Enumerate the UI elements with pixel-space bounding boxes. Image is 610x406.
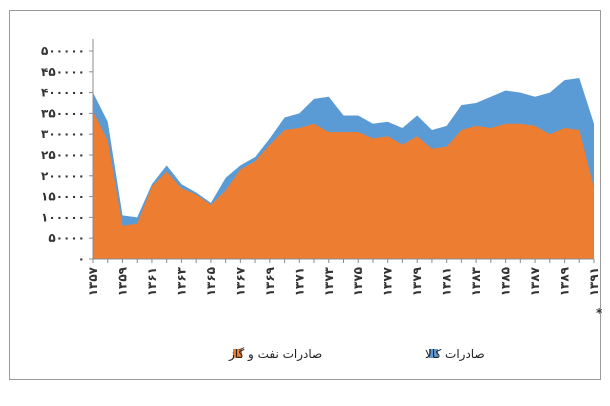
- y-tick-label: ۱۵۰۰۰۰: [41, 190, 85, 204]
- series-area-2: [93, 111, 594, 259]
- footnote-mark: **: [596, 306, 602, 320]
- x-tick-label: ۱۳۷۱: [292, 267, 306, 296]
- x-tick-label: ۱۳۷۹: [410, 266, 424, 296]
- y-tick-label: ۳۵۰۰۰۰: [41, 106, 85, 120]
- legend-label-2: صادرات نفت و گاز: [228, 347, 322, 362]
- chart-canvas: ۵۰۰۰۰۰۴۵۰۰۰۰۴۰۰۰۰۰۳۵۰۰۰۰۳۰۰۰۰۰۲۵۰۰۰۰۲۰۰۰…: [41, 39, 602, 362]
- x-tick-label: ۱۳۶۱: [145, 267, 159, 296]
- x-tick-label: ۱۳۷۳: [322, 266, 336, 296]
- x-tick-label: ۱۳۸۵: [499, 267, 513, 296]
- y-tick-label: ۵۰۰۰۰: [48, 231, 85, 245]
- y-tick-label: ۲۰۰۰۰۰: [41, 169, 85, 183]
- x-tick-label: ۱۳۶۹: [263, 266, 277, 296]
- x-tick-label: ۱۳۹۱: [587, 267, 601, 296]
- x-tick-label: ۱۳۸۹: [558, 266, 572, 296]
- x-tick-label: ۱۳۷۷: [381, 266, 395, 296]
- x-tick-label: ۱۳۶۳: [174, 266, 188, 296]
- x-tick-label: ۱۳۵۷: [86, 266, 100, 296]
- y-tick-label: ۱۰۰۰۰۰: [41, 210, 85, 224]
- x-tick-label: ۱۳۷۵: [351, 267, 365, 296]
- x-tick-label: ۱۳۶۵: [204, 267, 218, 296]
- legend-swatch-2: [233, 349, 242, 358]
- x-tick-label: ۱۳۶۷: [233, 266, 247, 296]
- y-tick-label: ۴۵۰۰۰۰: [41, 65, 85, 79]
- y-tick-label: ۵۰۰۰۰۰: [41, 44, 85, 58]
- y-tick-label: ۳۰۰۰۰۰: [41, 127, 85, 141]
- x-tick-label: ۱۳۸۷: [528, 266, 542, 296]
- legend-swatch-1: [429, 349, 438, 358]
- y-tick-label: ۰: [78, 252, 85, 266]
- legend-label-1: صادرات کالا: [425, 347, 485, 362]
- x-tick-label: ۱۳۸۱: [440, 267, 454, 296]
- x-tick-label: ۱۳۸۳: [469, 266, 483, 296]
- y-tick-label: ۲۵۰۰۰۰: [41, 148, 85, 162]
- y-tick-label: ۴۰۰۰۰۰: [41, 86, 85, 100]
- chart-frame: ۵۰۰۰۰۰ ۴۵۰۰۰۰ ۴۰۰۰۰۰ ۳۵۰۰۰۰ ۳۰۰۰۰۰ ۲۵۰۰۰۰ ۲۰۰۰…: [9, 10, 602, 380]
- x-tick-label: ۱۳۵۹: [115, 266, 129, 296]
